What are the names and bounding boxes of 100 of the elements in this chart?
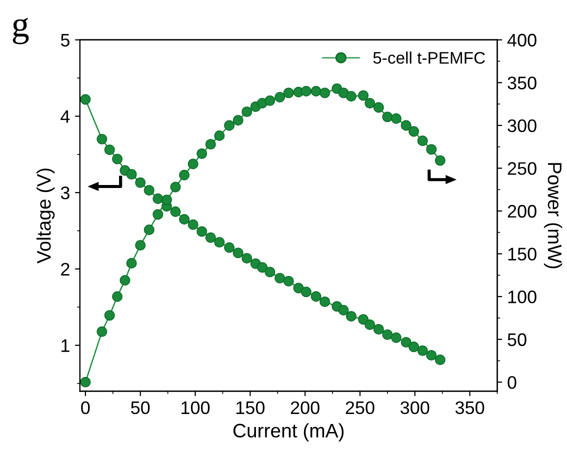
point — [364, 98, 376, 108]
point — [120, 275, 130, 286]
point — [283, 276, 294, 286]
point — [126, 258, 137, 268]
point — [417, 345, 428, 356]
y2-tick-label: 150 — [508, 248, 536, 261]
point — [135, 240, 146, 251]
point — [417, 136, 428, 146]
x-tick-label: 350 — [455, 401, 484, 414]
point — [80, 94, 91, 105]
point — [310, 291, 322, 302]
point — [170, 182, 181, 192]
y2-axis-title: Power (mW) — [544, 163, 562, 268]
y2-tick-label: 300 — [508, 119, 536, 132]
point — [205, 232, 216, 243]
point — [224, 242, 235, 253]
point — [242, 252, 252, 264]
y2-tick-label: 350 — [508, 76, 536, 90]
y-tick-label: 5 — [60, 34, 70, 47]
y2-tick-label: 200 — [508, 204, 536, 218]
point — [346, 91, 356, 102]
point — [144, 224, 154, 236]
y-tick-label: 3 — [60, 186, 70, 200]
point — [390, 113, 402, 124]
point — [161, 194, 172, 206]
point — [214, 236, 225, 248]
point — [256, 262, 268, 273]
y-axis-title: Voltage (V) — [36, 168, 55, 264]
y-tick-label: 2 — [61, 262, 70, 276]
point — [373, 102, 384, 113]
point — [144, 185, 154, 196]
point — [126, 168, 137, 180]
x-tick-label: 0 — [81, 401, 90, 414]
point — [320, 296, 330, 308]
point — [112, 291, 123, 302]
point — [310, 86, 322, 96]
point — [178, 170, 190, 180]
point — [188, 219, 198, 230]
point — [373, 324, 384, 335]
point — [152, 209, 164, 220]
point — [400, 336, 412, 348]
point — [224, 120, 235, 131]
point — [283, 88, 294, 98]
y2-tick-label: 100 — [508, 290, 536, 304]
point — [205, 138, 216, 150]
point — [170, 206, 181, 217]
point — [96, 326, 108, 337]
x-tick-label: 200 — [290, 401, 320, 414]
point — [382, 329, 393, 340]
point — [232, 115, 244, 126]
point — [264, 95, 276, 106]
point — [178, 214, 190, 225]
y2-tick-label: 50 — [508, 333, 526, 346]
y-tick-label: 1 — [62, 339, 70, 352]
text: g — [12, 18, 29, 44]
point — [264, 266, 276, 278]
point — [434, 155, 446, 166]
point — [80, 376, 91, 388]
point — [364, 319, 376, 330]
point — [104, 144, 115, 156]
point — [320, 88, 330, 98]
point — [400, 120, 412, 131]
x-axis-title: Current (mA) — [233, 423, 344, 442]
point — [152, 193, 164, 204]
point — [382, 112, 393, 122]
point — [232, 248, 244, 258]
x-tick-label: 50 — [131, 401, 150, 414]
x-tick-label: 150 — [236, 401, 265, 414]
point — [390, 332, 402, 343]
point — [196, 226, 208, 237]
x-tick-label: 300 — [400, 401, 430, 414]
y-tick-label: 4 — [60, 110, 70, 123]
point — [338, 304, 349, 316]
legend-label: 5-cell t-PEMFC — [373, 52, 485, 64]
point — [274, 92, 286, 102]
point — [426, 350, 437, 361]
point — [300, 286, 312, 298]
point — [358, 314, 369, 325]
y2-tick-label: 250 — [508, 162, 536, 175]
point — [358, 90, 369, 101]
point — [214, 130, 225, 141]
point — [242, 106, 252, 118]
point — [426, 144, 437, 155]
point — [346, 311, 356, 322]
x-tick-label: 100 — [182, 401, 210, 414]
point — [104, 310, 115, 321]
y2-tick-label: 0 — [508, 376, 516, 389]
point — [293, 282, 304, 294]
point — [188, 158, 198, 170]
point — [196, 148, 208, 159]
point — [274, 272, 286, 284]
point — [434, 354, 446, 366]
y2-tick-label: 400 — [507, 34, 536, 47]
point — [408, 342, 420, 352]
point — [300, 86, 312, 96]
x-tick-label: 250 — [346, 401, 374, 414]
point — [112, 154, 123, 164]
point — [96, 134, 108, 144]
point — [408, 126, 420, 137]
point — [135, 177, 146, 188]
